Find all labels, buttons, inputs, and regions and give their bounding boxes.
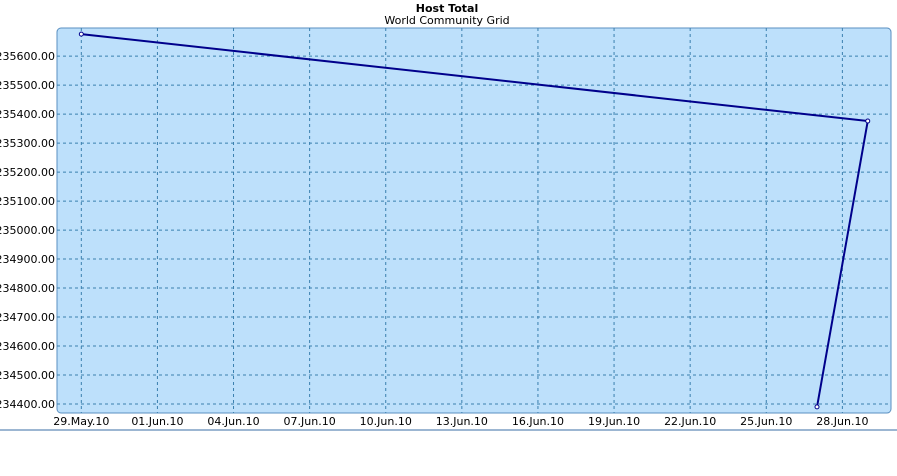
y-tick-label: 234400.00 xyxy=(0,398,55,411)
y-tick-label: 234700.00 xyxy=(0,311,55,324)
x-tick-label: 28.Jun.10 xyxy=(816,415,868,428)
data-point xyxy=(814,404,820,410)
x-tick-label: 07.Jun.10 xyxy=(284,415,336,428)
y-tick-label: 235000.00 xyxy=(0,224,55,237)
y-tick-label: 234500.00 xyxy=(0,369,55,382)
x-tick-label: 10.Jun.10 xyxy=(360,415,412,428)
y-tick-label: 235600.00 xyxy=(0,50,55,63)
x-tick-label: 01.Jun.10 xyxy=(131,415,183,428)
y-tick-label: 235100.00 xyxy=(0,195,55,208)
x-tick-label: 29.May.10 xyxy=(53,415,109,428)
data-point xyxy=(865,118,871,124)
data-point xyxy=(78,31,84,37)
y-tick-label: 235400.00 xyxy=(0,108,55,121)
x-tick-label: 22.Jun.10 xyxy=(664,415,716,428)
y-tick-label: 234600.00 xyxy=(0,340,55,353)
x-tick-label: 25.Jun.10 xyxy=(740,415,792,428)
chart-subtitle: World Community Grid xyxy=(384,14,509,27)
chart-title: Host Total xyxy=(416,2,478,15)
y-tick-label: 234900.00 xyxy=(0,253,55,266)
y-tick-label: 235300.00 xyxy=(0,137,55,150)
x-tick-label: 16.Jun.10 xyxy=(512,415,564,428)
y-tick-label: 235500.00 xyxy=(0,79,55,92)
y-tick-label: 235200.00 xyxy=(0,166,55,179)
x-tick-label: 19.Jun.10 xyxy=(588,415,640,428)
x-tick-label: 04.Jun.10 xyxy=(207,415,259,428)
y-tick-label: 234800.00 xyxy=(0,282,55,295)
x-tick-label: 13.Jun.10 xyxy=(436,415,488,428)
